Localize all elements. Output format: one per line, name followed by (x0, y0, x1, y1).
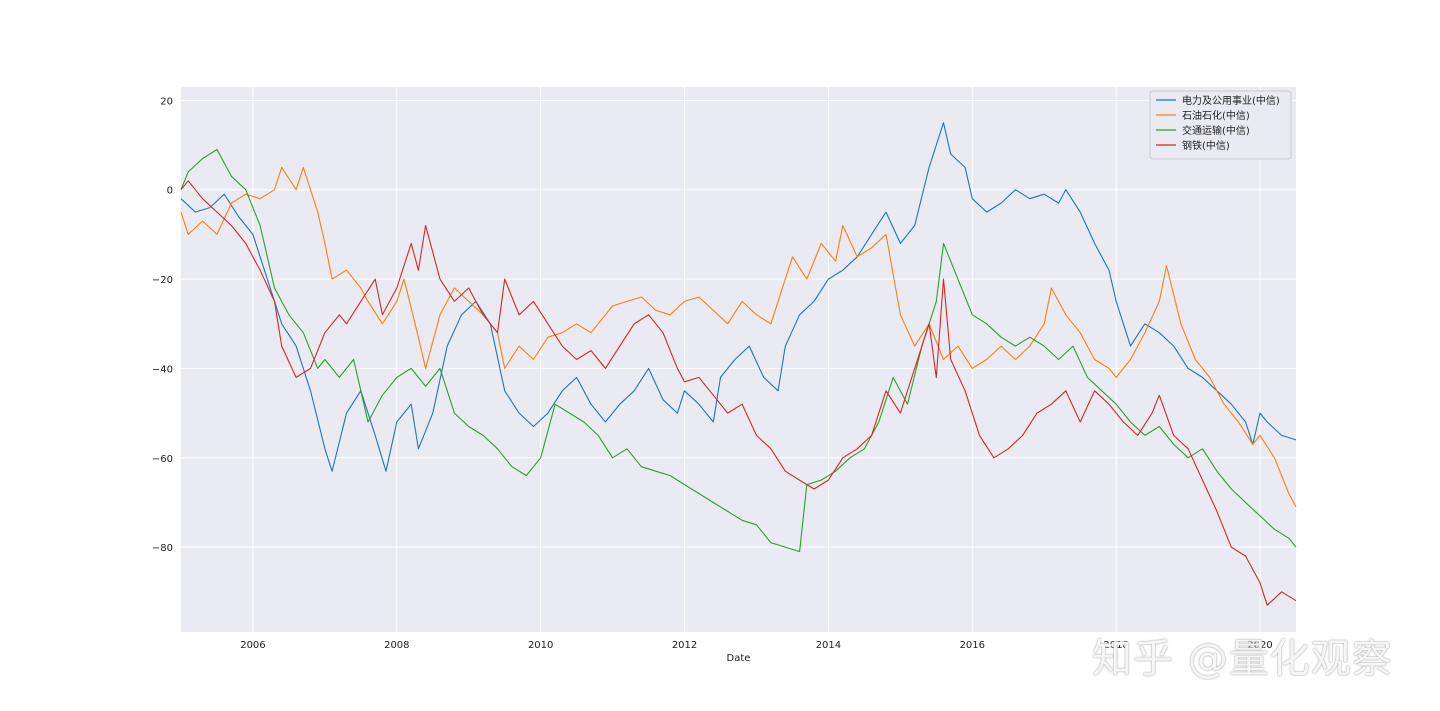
grid-lines (181, 87, 1296, 632)
series-line-1 (180, 166, 1297, 508)
y-tick-label: 0 (167, 186, 173, 197)
x-tick-label: 2008 (384, 640, 409, 651)
x-tick-label: 2016 (960, 640, 985, 651)
series-line-0 (180, 122, 1297, 472)
legend: 电力及公用事业(中信) 石油石化(中信) 交通运输(中信) 钢铁(中信) (1149, 90, 1292, 160)
legend-entry: 石油石化(中信) (1182, 109, 1250, 122)
x-tick-label: 2014 (816, 640, 841, 651)
legend-entry: 电力及公用事业(中信) (1182, 94, 1280, 107)
y-tick-label: −40 (152, 364, 173, 375)
x-tick-label: 2010 (528, 640, 553, 651)
series-line-2 (180, 148, 1297, 553)
x-tick-label: 2012 (672, 640, 697, 651)
legend-frame (1149, 90, 1292, 160)
y-tick-label: 20 (160, 96, 173, 107)
x-axis-ticks: 2006 2008 2010 2012 2014 2016 2018 2020 (240, 640, 1273, 651)
y-tick-label: −60 (152, 454, 173, 465)
x-tick-label: 2006 (240, 640, 265, 651)
y-tick-label: −20 (152, 275, 173, 286)
series-line-3 (180, 180, 1297, 606)
legend-entry: 交通运输(中信) (1182, 124, 1250, 137)
y-axis-ticks: 20 0 −20 −40 −60 −80 (152, 96, 173, 554)
y-tick-label: −80 (152, 543, 173, 554)
plot-area (181, 87, 1296, 632)
watermark-text: 知乎 @量化观察 (1092, 636, 1393, 682)
x-tick-label: 2018 (1103, 640, 1128, 651)
x-tick-label: 2020 (1247, 640, 1272, 651)
legend-entry: 钢铁(中信) (1182, 139, 1230, 152)
series-lines (180, 122, 1297, 606)
x-axis-label: Date (727, 653, 751, 664)
